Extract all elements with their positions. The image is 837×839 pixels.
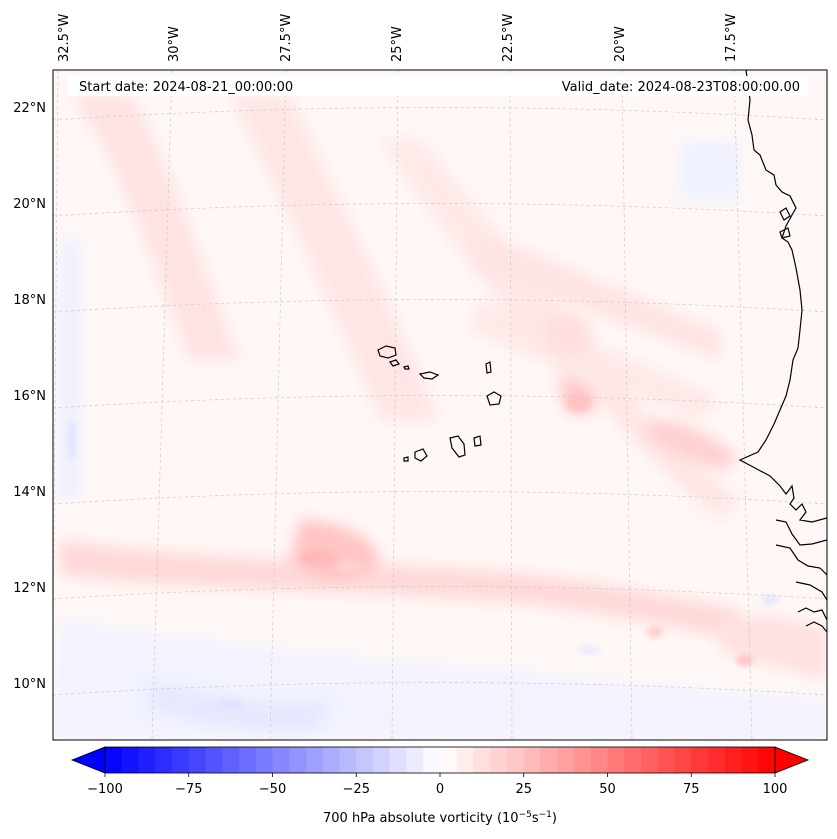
colorbar-cell <box>473 747 491 773</box>
lon-label: 30°W <box>167 26 182 62</box>
colorbar-tick-label: 100 <box>763 782 788 797</box>
colorbar-cell <box>239 747 257 773</box>
colorbar-tick-label: 50 <box>599 782 616 797</box>
colorbar-tick-label: 75 <box>683 782 700 797</box>
lon-label: 32.5°W <box>57 14 72 62</box>
lon-label: 20°W <box>613 26 628 62</box>
colorbar: −100 −75 −50 −25 0 25 50 75 100 700 hPa absolute… <box>70 746 810 826</box>
colorbar-cell <box>540 747 558 773</box>
colorbar-cell <box>674 747 692 773</box>
colorbar-cell <box>607 747 625 773</box>
colorbar-cell <box>724 747 742 773</box>
colorbar-cell <box>557 747 575 773</box>
colorbar-cell <box>155 747 173 773</box>
lat-label: 10°N <box>13 677 46 692</box>
colorbar-tick-label: −50 <box>259 782 286 797</box>
map-panel[interactable]: Start date: 2024-08-21_00:00:00 Valid_da… <box>52 70 827 740</box>
island-santiago <box>449 435 466 458</box>
african-coastline <box>738 70 827 633</box>
colorbar-cell <box>406 747 424 773</box>
colorbar-cell <box>289 747 307 773</box>
colorbar-cell <box>356 747 374 773</box>
colorbar-cell <box>641 747 659 773</box>
colorbar-cell <box>188 747 206 773</box>
lon-label: 25°W <box>390 26 405 62</box>
colorbar-cell <box>657 747 675 773</box>
island-fogo <box>414 448 428 462</box>
colorbar-cell <box>373 747 391 773</box>
colorbar-cell <box>222 747 240 773</box>
colorbar-cell <box>574 747 592 773</box>
colorbar-cell <box>172 747 190 773</box>
start-date-label: Start date: 2024-08-21_00:00:00 <box>79 80 293 95</box>
colorbar-cell <box>205 747 223 773</box>
colorbar-cell <box>590 747 608 773</box>
lat-label: 14°N <box>13 485 46 500</box>
annotation-bar <box>68 76 808 96</box>
colorbar-cell <box>624 747 642 773</box>
island-sao-vicente <box>389 359 400 367</box>
lon-label: 17.5°W <box>724 14 739 62</box>
colorbar-cell <box>691 747 709 773</box>
colorbar-cell <box>523 747 541 773</box>
colorbar-cell <box>339 747 357 773</box>
lat-label: 22°N <box>13 101 46 116</box>
island-boa-vista <box>486 391 502 406</box>
latitude-labels: 22°N 20°N 18°N 16°N 14°N 12°N 10°N <box>13 101 46 692</box>
colorbar-cell <box>490 747 508 773</box>
colorbar-cell <box>105 747 123 773</box>
colorbar-tick-label: 25 <box>515 782 532 797</box>
colorbar-cell <box>423 747 441 773</box>
cape-verde-islands <box>377 345 502 462</box>
colorbar-cell <box>138 747 156 773</box>
colorbar-cell <box>389 747 407 773</box>
island-santa-luzia <box>403 365 410 370</box>
colorbar-tick-label: −75 <box>175 782 202 797</box>
colorbar-cell <box>758 747 776 773</box>
colorbar-title: 700 hPa absolute vorticity (10−5s−1) <box>323 810 557 826</box>
colorbar-cell <box>507 747 525 773</box>
colorbar-cell <box>255 747 273 773</box>
lat-label: 12°N <box>13 581 46 596</box>
colorbar-cell <box>456 747 474 773</box>
colorbar-cell <box>440 747 458 773</box>
lat-label: 18°N <box>13 293 46 308</box>
colorbar-cell <box>272 747 290 773</box>
colorbar-tick-label: 0 <box>436 782 444 797</box>
lat-label: 16°N <box>13 389 46 404</box>
longitude-labels: 32.5°W 30°W 27.5°W 25°W 22.5°W 20°W 17.5… <box>57 14 739 62</box>
lat-label: 20°N <box>13 197 46 212</box>
colorbar-tick-label: −25 <box>343 782 370 797</box>
island-sao-nicolau <box>418 371 440 380</box>
lon-label: 27.5°W <box>279 14 294 62</box>
valid-date-label: Valid_date: 2024-08-23T08:00:00.00 <box>562 80 800 95</box>
colorbar-cell <box>306 747 324 773</box>
island-maio <box>473 435 482 447</box>
colorbar-ticks: −100 −75 −50 −25 0 25 50 75 100 <box>87 773 787 797</box>
island-sal <box>485 361 492 374</box>
lon-label: 22.5°W <box>501 14 516 62</box>
colorbar-cell <box>121 747 139 773</box>
vorticity-small-features <box>68 392 778 711</box>
colorbar-tick-label: −100 <box>87 782 123 797</box>
colorbar-extend-max-arrow <box>774 746 810 774</box>
colorbar-cell <box>708 747 726 773</box>
map-frame <box>52 69 828 741</box>
island-brava <box>403 456 409 462</box>
graticule <box>53 70 827 740</box>
island-santo-antao <box>377 345 397 359</box>
colorbar-extend-min-arrow <box>70 746 106 774</box>
colorbar-cells <box>105 747 776 773</box>
colorbar-cell <box>322 747 340 773</box>
colorbar-cell <box>741 747 759 773</box>
